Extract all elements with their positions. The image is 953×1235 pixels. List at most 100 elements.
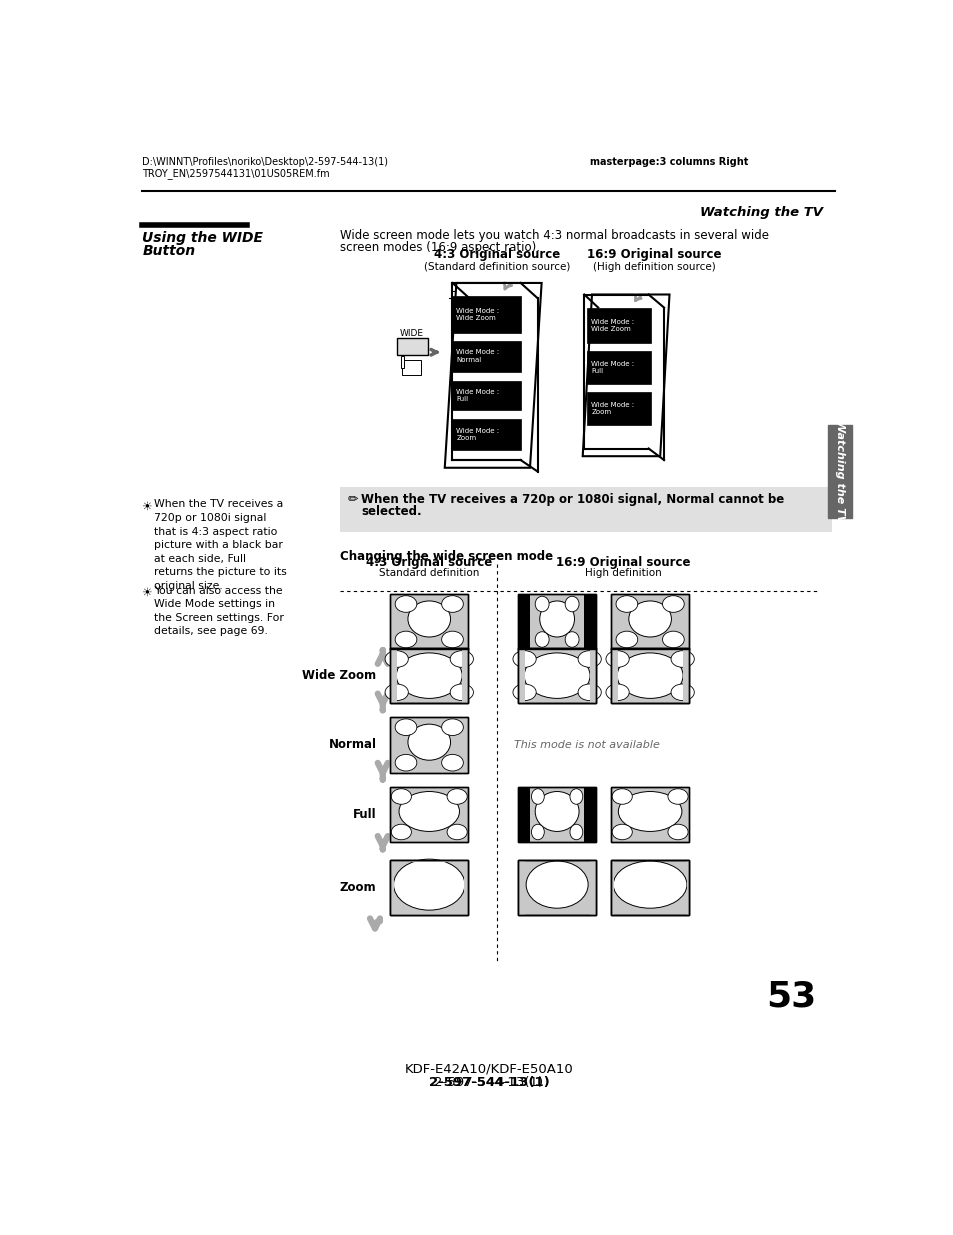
Ellipse shape (523, 653, 590, 698)
Ellipse shape (616, 595, 637, 613)
Text: 53: 53 (765, 979, 816, 1014)
Ellipse shape (612, 824, 632, 840)
Bar (611, 594, 688, 650)
Text: 16:9 Original source: 16:9 Original source (586, 248, 720, 262)
Text: ☀: ☀ (141, 499, 152, 513)
Ellipse shape (450, 651, 473, 667)
Text: TROY_EN\2597544131\01US05REM.fm: TROY_EN\2597544131\01US05REM.fm (142, 168, 330, 179)
Ellipse shape (628, 601, 671, 637)
Ellipse shape (395, 755, 416, 771)
Bar (517, 860, 596, 915)
Ellipse shape (667, 824, 687, 840)
Text: Button: Button (142, 245, 195, 258)
Bar (517, 787, 530, 842)
Text: KDF-E42A10/KDF-E50A10: KDF-E42A10/KDF-E50A10 (404, 1063, 573, 1076)
Ellipse shape (531, 824, 544, 840)
Ellipse shape (441, 631, 463, 648)
Ellipse shape (395, 631, 416, 648)
Text: ✏: ✏ (348, 493, 358, 506)
Bar (396, 337, 427, 354)
Bar (390, 648, 468, 704)
Bar (517, 860, 596, 915)
Bar (517, 648, 596, 704)
Ellipse shape (670, 651, 694, 667)
Ellipse shape (513, 684, 536, 700)
Ellipse shape (447, 824, 467, 840)
Text: You can also access the
Wide Mode settings in
the Screen settings. For
details, : You can also access the Wide Mode settin… (154, 585, 284, 636)
Ellipse shape (564, 632, 578, 647)
Ellipse shape (661, 631, 683, 648)
Bar (390, 648, 468, 704)
Bar (682, 648, 688, 704)
Bar (517, 648, 596, 704)
Bar (464, 860, 468, 915)
Bar (400, 356, 403, 368)
Ellipse shape (578, 684, 600, 700)
Ellipse shape (670, 684, 694, 700)
Bar (827, 425, 851, 517)
Text: Watching the TV: Watching the TV (700, 206, 822, 219)
Bar (589, 860, 596, 915)
Text: When the TV receives a 720p or 1080i signal, Normal cannot be: When the TV receives a 720p or 1080i sig… (360, 493, 783, 506)
Ellipse shape (569, 789, 582, 804)
Bar (402, 359, 421, 375)
Text: (Standard definition source): (Standard definition source) (424, 262, 570, 272)
Ellipse shape (618, 792, 681, 831)
Text: Wide Zoom: Wide Zoom (302, 669, 376, 682)
Bar (390, 860, 468, 915)
Bar (611, 787, 688, 842)
Ellipse shape (441, 719, 463, 736)
Ellipse shape (525, 861, 587, 908)
Bar (583, 594, 596, 650)
Polygon shape (444, 283, 541, 468)
Text: Wide Mode :
Zoom: Wide Mode : Zoom (456, 427, 499, 441)
Text: Wide Mode :
Zoom: Wide Mode : Zoom (591, 401, 634, 415)
Bar (390, 860, 468, 862)
Bar (611, 860, 613, 915)
Bar (611, 648, 617, 704)
Bar (517, 860, 596, 915)
Text: This mode is not available: This mode is not available (514, 740, 659, 750)
Text: Wide Mode :
Wide Zoom: Wide Mode : Wide Zoom (591, 319, 634, 332)
Text: Watching the TV: Watching the TV (834, 420, 844, 524)
Ellipse shape (531, 789, 544, 804)
Ellipse shape (535, 597, 549, 611)
Ellipse shape (391, 789, 411, 804)
Bar (452, 419, 520, 450)
Ellipse shape (605, 684, 629, 700)
Text: ☀: ☀ (141, 585, 152, 599)
Ellipse shape (408, 601, 450, 637)
Text: 16:9 Original source: 16:9 Original source (556, 556, 690, 568)
Bar (390, 594, 468, 650)
Bar (452, 341, 520, 372)
Bar (686, 860, 688, 915)
Text: Zoom: Zoom (339, 881, 376, 894)
Bar (587, 352, 650, 384)
Ellipse shape (564, 597, 578, 611)
Ellipse shape (395, 719, 416, 736)
Text: Wide Mode :
Normal: Wide Mode : Normal (456, 350, 499, 363)
Ellipse shape (441, 595, 463, 613)
Bar (390, 860, 468, 915)
Ellipse shape (535, 792, 578, 831)
Text: WIDE: WIDE (399, 330, 424, 338)
Bar (517, 787, 596, 842)
Bar (583, 787, 596, 842)
Bar (390, 718, 468, 773)
Ellipse shape (569, 824, 582, 840)
Bar (390, 860, 468, 915)
Text: When the TV receives a
720p or 1080i signal
that is 4:3 aspect ratio
picture wit: When the TV receives a 720p or 1080i sig… (154, 499, 287, 590)
Text: Wide Mode :
Full: Wide Mode : Full (456, 389, 499, 403)
Bar (390, 718, 468, 773)
Ellipse shape (612, 789, 632, 804)
Text: Normal: Normal (328, 739, 376, 751)
Bar (611, 860, 688, 915)
Bar (340, 487, 831, 531)
Bar (452, 380, 520, 410)
Ellipse shape (395, 595, 416, 613)
Ellipse shape (613, 861, 686, 908)
Ellipse shape (667, 789, 687, 804)
Bar (517, 648, 596, 704)
Text: (High definition source): (High definition source) (592, 262, 715, 272)
Bar (390, 860, 394, 915)
